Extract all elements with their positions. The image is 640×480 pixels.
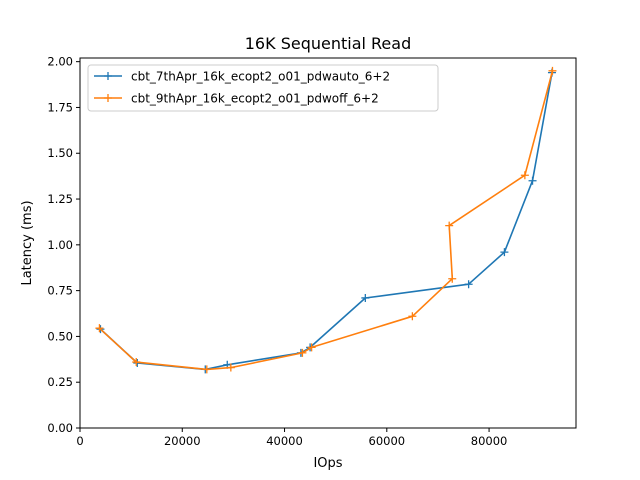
y-tick-label: 1.25 [47,192,73,206]
y-tick-label: 0.00 [47,421,73,435]
data-point-marker [548,66,557,75]
y-tick-label: 0.50 [47,329,73,343]
y-tick-label: 1.00 [47,238,73,252]
data-point-marker [95,324,104,333]
chart-title: 16K Sequential Read [245,34,411,53]
data-point-marker [448,274,457,283]
plot-frame [79,57,577,429]
x-tick-label: 80000 [471,434,508,448]
x-tick-label: 20000 [164,434,201,448]
data-point-marker [464,280,473,289]
data-point-marker [307,343,316,352]
x-axis-label: IOps [313,456,342,471]
series-layer [95,66,557,374]
y-tick-label: 1.50 [47,146,73,160]
data-point-marker [500,248,509,257]
y-tick-label: 0.75 [47,284,73,298]
y-tick-label: 2.00 [47,55,73,69]
x-tick-label: 60000 [369,434,406,448]
y-tick-label: 0.25 [47,375,73,389]
y-tick-label: 1.75 [47,100,73,114]
data-point-marker [298,348,307,357]
data-point-marker [528,176,537,185]
legend-box [87,64,439,112]
data-point-marker [226,363,235,372]
x-tick-label: 40000 [266,434,303,448]
legend-label: cbt_7thApr_16k_ecopt2_o01_pdwauto_6+2 [131,70,390,84]
legend-swatch-marker [104,72,112,80]
data-point-marker [361,293,370,302]
legend-swatch-marker [104,94,112,102]
legend-label: cbt_9thApr_16k_ecopt2_o01_pdwoff_6+2 [131,92,379,106]
y-axis-label: Latency (ms) [20,200,35,285]
data-point-marker [445,221,454,230]
axis-ticks: 0 20000 40000 60000 80000 0.00 0.25 0.50 0.75 1.0… [47,55,507,448]
data-point-marker [132,358,141,367]
x-tick-label: 0 [76,434,83,448]
data-point-marker [202,365,211,374]
data-point-marker [408,312,417,321]
legend: cbt_7thApr_16k_ecopt2_o01_pdwauto_6+2cbt… [87,64,439,112]
data-point-marker [520,171,529,180]
